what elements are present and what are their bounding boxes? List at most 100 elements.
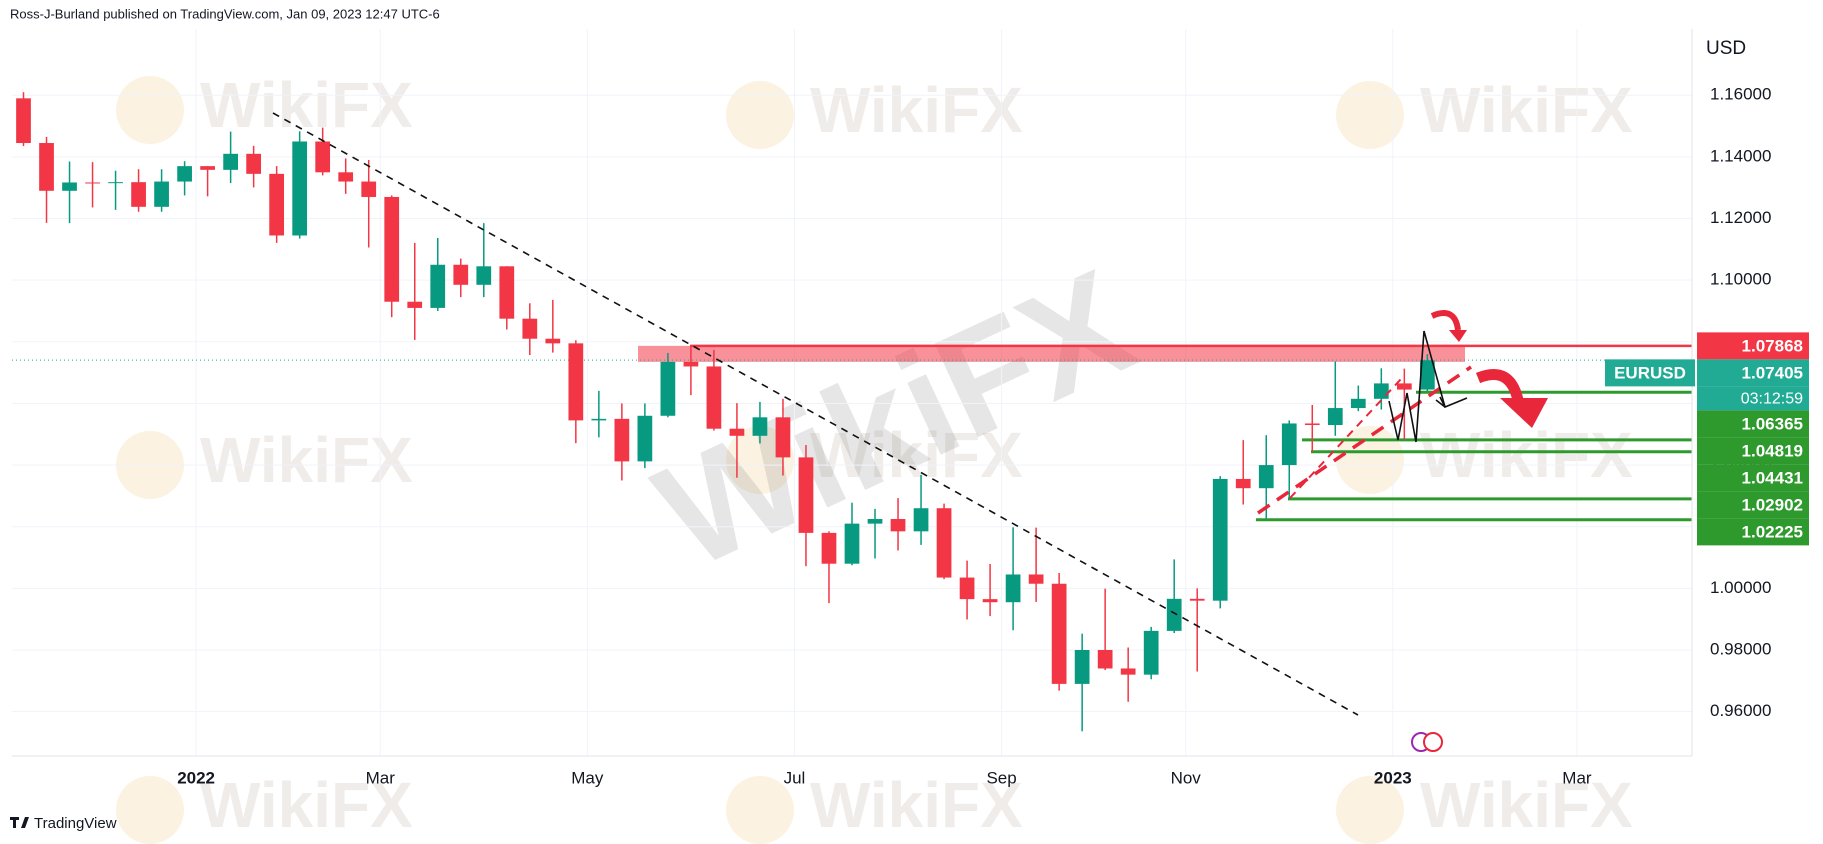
y-tick-label: 1.00000 (1710, 578, 1771, 597)
candle-body (315, 141, 331, 173)
x-tick-label: Nov (1171, 768, 1202, 787)
watermark: WikiFX (1420, 74, 1633, 146)
candle-body (223, 153, 238, 170)
watermark-logo (116, 776, 184, 844)
x-tick-label: May (571, 768, 604, 787)
candle-body (430, 264, 446, 308)
y-tick-label: 0.96000 (1710, 701, 1771, 720)
candle-body (39, 143, 54, 191)
candle-body (752, 417, 768, 436)
candle-body (568, 343, 584, 421)
watermark-logo (726, 81, 794, 149)
resistance-label-box (1697, 332, 1809, 360)
candle-body (1396, 383, 1412, 390)
candle-body (154, 181, 169, 207)
candle-body (890, 519, 906, 532)
candle-body (1120, 668, 1136, 675)
x-tick-label: 2022 (177, 768, 215, 787)
support-label-box (1697, 437, 1809, 465)
candle-body (821, 532, 837, 564)
candle-body (499, 266, 515, 319)
candle-body (177, 166, 192, 182)
candle-body (660, 361, 676, 416)
candle-body (1212, 478, 1228, 601)
support-label-box (1697, 491, 1809, 519)
candle-body (1327, 408, 1343, 426)
x-tick-label: 2023 (1374, 768, 1412, 787)
watermark-logo (1336, 776, 1404, 844)
channel-line-lower (1257, 365, 1472, 515)
candles (16, 92, 1435, 732)
logo-mark (10, 817, 29, 828)
support-label: 1.02225 (1742, 522, 1803, 541)
candle-body (591, 418, 607, 421)
candle-body (361, 181, 377, 197)
candle-body (476, 266, 492, 285)
x-tick-label: Mar (1562, 768, 1592, 787)
candle-body (407, 301, 423, 308)
candle-body (637, 415, 653, 462)
red-arrowhead-large (1500, 398, 1548, 428)
candle-body (1005, 574, 1021, 603)
resistance-label: 1.07868 (1742, 336, 1803, 355)
candle-body (1350, 398, 1366, 409)
candle-body (775, 417, 791, 458)
projection-arrowhead (1435, 396, 1446, 408)
watermark: WikiFX (1420, 769, 1633, 841)
watermark-logo (116, 76, 184, 144)
candle-body (913, 508, 929, 532)
watermark: WikiFX (200, 424, 413, 496)
candle-body (384, 196, 400, 302)
candle-body (1304, 423, 1320, 426)
candle-body (292, 141, 308, 236)
y-tick-label: 1.10000 (1710, 270, 1771, 289)
candle-body (1235, 478, 1251, 489)
support-label: 1.04819 (1742, 441, 1803, 460)
watermark-logo (1336, 426, 1404, 494)
candle-body (1281, 423, 1297, 466)
watermark: WikiFX (200, 769, 413, 841)
footer-logo: TradingView (10, 815, 117, 832)
y-tick-label: 0.98000 (1710, 639, 1771, 658)
byline: Ross-J-Burland published on TradingView.… (10, 6, 440, 21)
candle-body (959, 577, 975, 600)
red-arrow-large (1475, 369, 1524, 402)
candle-body (683, 361, 699, 367)
candle-body (1143, 630, 1159, 675)
candle-body (1097, 649, 1113, 669)
x-tick-label: Sep (986, 768, 1016, 787)
candle-body (246, 153, 262, 174)
candle-body (1051, 583, 1067, 684)
support-label-box (1697, 464, 1809, 492)
candle-body (108, 182, 123, 184)
countdown-box (1697, 386, 1809, 411)
candle-body (1258, 465, 1274, 489)
candle-body (1074, 649, 1090, 684)
support-label: 1.04431 (1742, 468, 1803, 487)
candle-body (131, 182, 146, 207)
candle-body (16, 98, 31, 144)
price-labels: 1.07868 EURUSD 1.07405 03:12:59 1.06365 1.048… (1605, 332, 1809, 546)
footer-brand: TradingView (34, 815, 117, 832)
watermark: WikiFX (1420, 419, 1633, 491)
candle-body (545, 338, 561, 344)
candle-body (844, 523, 860, 564)
red-arrow-small (1430, 310, 1461, 331)
candle-body (936, 508, 952, 578)
candle-body (1028, 574, 1044, 584)
candle-body (338, 172, 354, 182)
x-tick-label: Mar (366, 768, 396, 787)
resistance-zone (638, 345, 1465, 362)
watermark-logo (726, 776, 794, 844)
y-tick-label: 1.16000 (1710, 85, 1771, 104)
last-price-label: 1.07405 (1742, 363, 1803, 382)
x-tick-label: Jul (784, 768, 806, 787)
candle-body (269, 173, 285, 236)
last-price-label-box (1697, 359, 1809, 387)
support-label: 1.02902 (1742, 495, 1803, 514)
event-icons (1411, 732, 1443, 752)
candle-body (798, 457, 814, 533)
candle-body (614, 418, 630, 462)
watermark-logo (1336, 81, 1404, 149)
